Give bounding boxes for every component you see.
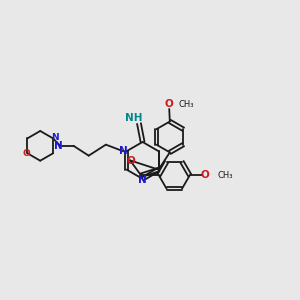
Text: O: O (126, 156, 135, 166)
Text: N: N (54, 141, 63, 151)
Text: N: N (51, 133, 59, 142)
Text: N: N (138, 175, 147, 185)
Text: N: N (119, 146, 128, 156)
Text: CH₃: CH₃ (178, 100, 194, 109)
Text: O: O (22, 149, 30, 158)
Text: CH₃: CH₃ (218, 171, 233, 180)
Text: NH: NH (125, 113, 142, 123)
Text: O: O (201, 170, 210, 180)
Text: O: O (165, 99, 174, 109)
